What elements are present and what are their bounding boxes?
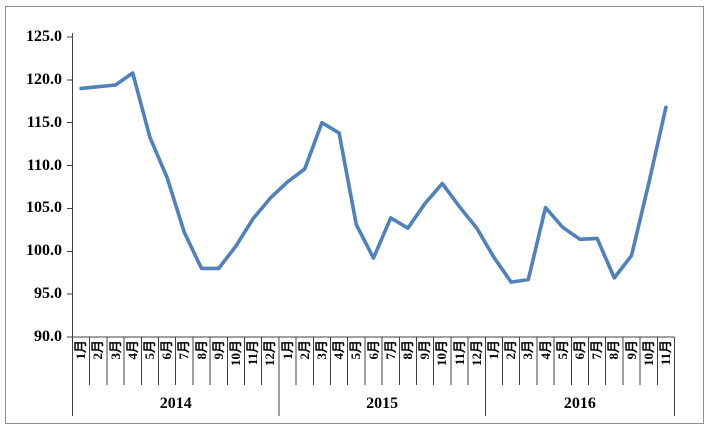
y-axis-label: 90.0 [34, 327, 62, 345]
month-label: 2月 [296, 340, 312, 360]
month-label: 5月 [554, 340, 570, 360]
month-label: 10月 [434, 340, 450, 367]
month-label: 4月 [537, 340, 553, 360]
month-label: 7月 [382, 340, 398, 360]
month-label: 6月 [365, 340, 381, 360]
y-axis-label: 115.0 [26, 113, 62, 131]
y-axis-label: 125.0 [26, 28, 62, 45]
month-label: 2月 [90, 340, 106, 360]
month-label: 7月 [176, 340, 192, 360]
year-label: 2016 [563, 395, 596, 412]
month-label: 4月 [124, 340, 140, 360]
month-label: 9月 [623, 340, 639, 360]
y-axis-label: 95.0 [34, 285, 62, 303]
month-label: 5月 [141, 340, 157, 360]
month-label: 8月 [193, 340, 209, 360]
month-label: 3月 [520, 340, 536, 360]
month-label: 1月 [73, 340, 89, 360]
month-label: 11月 [451, 340, 467, 366]
month-label: 3月 [107, 340, 123, 360]
month-label: 9月 [210, 340, 226, 360]
month-label: 6月 [571, 340, 587, 360]
month-label: 1月 [279, 340, 295, 360]
month-label: 2月 [503, 340, 519, 360]
month-label: 10月 [640, 340, 656, 367]
month-label: 3月 [313, 340, 329, 360]
month-label: 12月 [262, 340, 278, 367]
month-label: 11月 [657, 340, 673, 366]
month-label: 8月 [606, 340, 622, 360]
year-label: 2015 [366, 395, 399, 412]
month-label: 5月 [348, 340, 364, 360]
month-label: 9月 [417, 340, 433, 360]
data-series-line [79, 71, 668, 284]
month-label: 8月 [399, 340, 415, 360]
year-label: 2014 [159, 395, 192, 412]
y-axis-label: 105.0 [26, 199, 62, 217]
month-label: 6月 [159, 340, 175, 360]
month-label: 7月 [589, 340, 605, 360]
y-axis-label: 120.0 [26, 70, 62, 88]
y-axis-label: 110.0 [26, 156, 62, 174]
y-axis-label: 100.0 [26, 242, 62, 260]
month-label: 10月 [227, 340, 243, 367]
month-label: 12月 [468, 340, 484, 367]
month-label: 11月 [245, 340, 261, 366]
month-label: 4月 [331, 340, 347, 360]
month-label: 1月 [485, 340, 501, 360]
